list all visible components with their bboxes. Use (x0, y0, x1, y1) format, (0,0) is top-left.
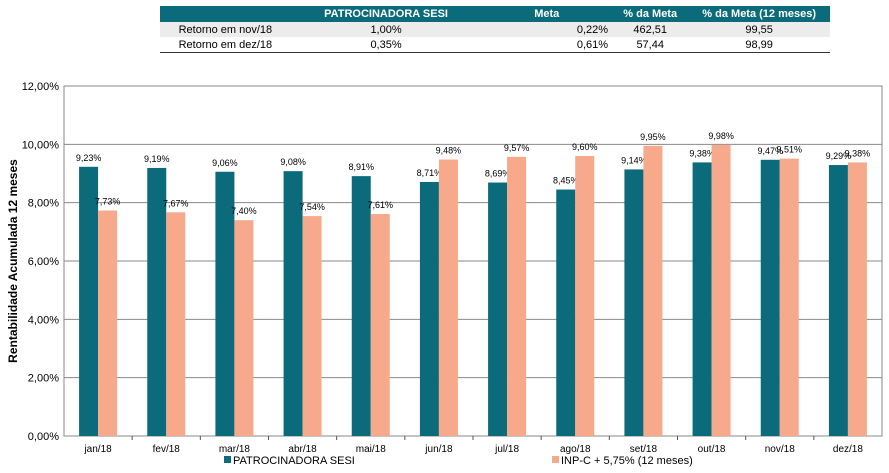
table-cell: Retorno em dez/18 (160, 37, 291, 53)
bar (828, 165, 848, 436)
bar (643, 145, 663, 436)
data-label: 8,69% (485, 169, 511, 179)
x-tick-label: nov/18 (765, 444, 795, 455)
bar (711, 144, 731, 436)
table-header-pct-meta: % da Meta (612, 6, 689, 22)
data-label: 9,29% (826, 151, 852, 161)
data-label: 9,23% (76, 153, 102, 163)
bar (488, 182, 508, 436)
x-tick-label: set/18 (630, 444, 658, 455)
data-label: 9,98% (708, 131, 734, 141)
table-cell: 0,35% (290, 37, 482, 53)
data-label: 9,57% (504, 143, 530, 153)
x-tick-label: jun/18 (424, 444, 453, 455)
table-row: Retorno em dez/18 0,35% 0,61% 57,44 98,9… (160, 37, 830, 53)
data-label: 9,14% (621, 155, 647, 165)
data-label: 9,51% (776, 145, 802, 155)
bar (556, 189, 576, 436)
data-label: 9,08% (280, 157, 306, 167)
summary-table: PATROCINADORA SESI Meta % da Meta % da M… (160, 6, 830, 53)
bar (79, 166, 99, 436)
data-label: 7,54% (299, 202, 325, 212)
x-tick-label: dez/18 (833, 444, 863, 455)
bar (760, 159, 780, 436)
data-label: 8,91% (348, 162, 374, 172)
bar (847, 162, 867, 436)
data-label: 7,61% (367, 200, 393, 210)
table-cell: 0,22% (481, 22, 613, 37)
bar (624, 169, 644, 436)
data-label: 9,95% (640, 132, 666, 142)
x-tick-label: abr/18 (288, 444, 317, 455)
bar (234, 220, 254, 436)
bar (370, 214, 390, 436)
y-tick-label: 6,00% (28, 256, 59, 268)
data-label: 9,38% (845, 148, 871, 158)
bar (283, 171, 303, 436)
x-tick-label: jan/18 (83, 444, 112, 455)
table-cell: 462,51 (612, 22, 689, 37)
table-cell: 1,00% (290, 22, 482, 37)
bar (98, 210, 118, 436)
data-label: 9,60% (572, 142, 598, 152)
data-label: 9,06% (212, 158, 238, 168)
data-label: 9,47% (757, 146, 783, 156)
table-row: Retorno em nov/18 1,00% 0,22% 462,51 99,… (160, 22, 830, 37)
table-header-patrocinadora: PATROCINADORA SESI (290, 6, 482, 22)
y-tick-label: 8,00% (28, 198, 59, 210)
x-tick-label: jul/18 (494, 444, 519, 455)
bar (351, 176, 371, 436)
table-cell: 57,44 (612, 37, 689, 53)
bar (166, 212, 186, 436)
x-tick-label: out/18 (698, 444, 726, 455)
y-tick-label: 0,00% (28, 431, 59, 443)
data-label: 9,48% (436, 146, 462, 156)
table-header-meta: Meta (481, 6, 613, 22)
x-tick-label: fev/18 (153, 444, 181, 455)
bar (779, 158, 799, 436)
x-tick-label: ago/18 (560, 444, 591, 455)
x-tick-label: mai/18 (356, 444, 386, 455)
data-label: 7,73% (95, 197, 121, 207)
bar (438, 159, 458, 436)
bar (692, 162, 712, 436)
data-label: 7,67% (163, 198, 189, 208)
bar (575, 156, 595, 436)
data-label: 8,71% (417, 168, 443, 178)
table-cell: Retorno em nov/18 (160, 22, 291, 37)
table-cell: 99,55 (688, 22, 830, 37)
data-label: 7,40% (231, 206, 257, 216)
y-axis-label: Rentabilidade Acumulada 12 meses (6, 159, 20, 363)
legend-label: INP-C + 5,75% (12 meses) (561, 455, 693, 467)
table-header-blank (160, 6, 291, 22)
y-tick-label: 2,00% (28, 373, 59, 385)
bar-chart: 0,00% 2,00% 4,00% 6,00% 8,00% 10,00% 12,00% Ren… (6, 81, 883, 467)
x-tick-label: mar/18 (219, 444, 251, 455)
legend-swatch (552, 456, 559, 463)
bar (419, 181, 439, 436)
y-tick-label: 12,00% (22, 81, 60, 93)
bar (302, 216, 322, 436)
data-label: 9,38% (689, 148, 715, 158)
bar (215, 171, 235, 436)
table-cell: 98,99 (688, 37, 830, 53)
bar (507, 156, 527, 436)
table-header-pct-meta-12: % da Meta (12 meses) (688, 6, 830, 22)
data-label: 8,45% (553, 176, 579, 186)
y-tick-label: 4,00% (28, 314, 59, 326)
bar (147, 167, 167, 436)
legend-swatch (224, 456, 231, 463)
data-label: 9,19% (144, 154, 170, 164)
table-header-row: PATROCINADORA SESI Meta % da Meta % da M… (160, 6, 830, 22)
table-cell: 0,61% (481, 37, 613, 53)
y-tick-label: 10,00% (22, 139, 60, 151)
legend-label: PATROCINADORA SESI (233, 455, 355, 467)
